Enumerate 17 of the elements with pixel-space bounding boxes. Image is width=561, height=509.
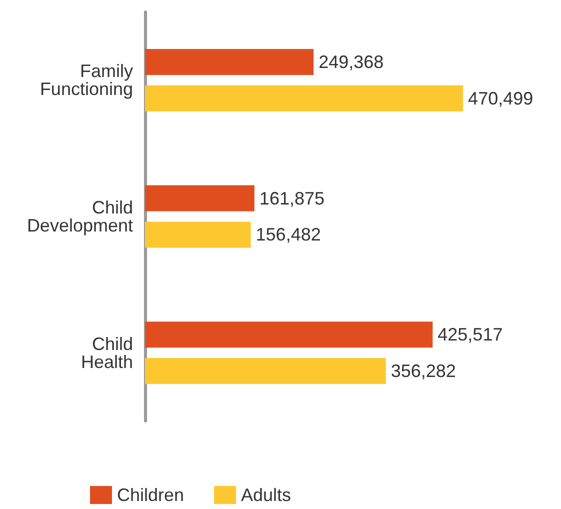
y-tick-label: Child Development [26, 198, 133, 236]
data-label: 156,482 [256, 224, 321, 245]
y-tick-label: Family Functioning [40, 61, 133, 100]
bar [145, 322, 433, 348]
legend-label: Children [117, 485, 184, 505]
bar [145, 222, 251, 248]
data-label: 161,875 [259, 188, 325, 208]
data-label: 470,499 [468, 88, 534, 108]
legend-label: Adults [241, 485, 292, 505]
data-label: 356,282 [390, 361, 456, 382]
data-label: 425,517 [438, 324, 503, 345]
bar [145, 85, 464, 112]
bar [145, 185, 254, 212]
bar [145, 48, 314, 75]
bar [145, 358, 386, 384]
data-label: 249,368 [318, 52, 384, 72]
y-tick-label: Child Health [80, 334, 133, 372]
